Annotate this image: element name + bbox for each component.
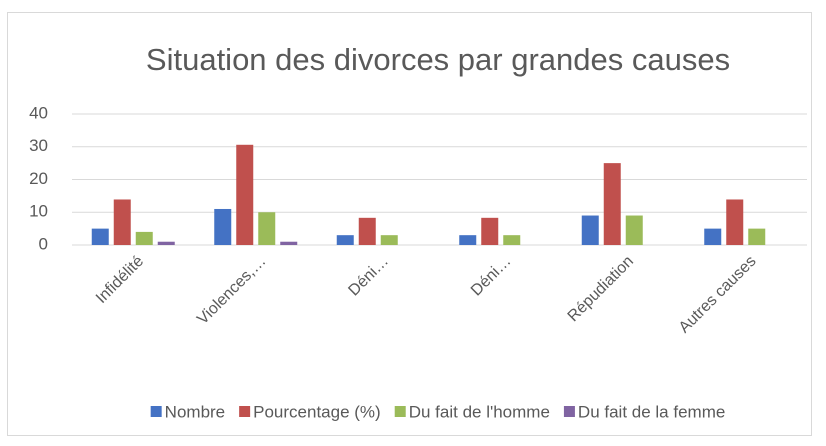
bar [581,215,599,245]
bar [91,228,109,245]
bar [280,241,298,245]
y-tick-label: 10 [29,202,48,221]
chart-title: Situation des divorces par grandes cause… [146,42,730,77]
bar [214,208,232,245]
bar [113,199,131,245]
bar [603,163,621,245]
bar [157,241,175,245]
bar [380,235,398,245]
y-tick-label: 40 [29,103,48,122]
bar [748,228,766,245]
y-tick-label: 30 [29,136,48,155]
legend-label: Du fait de l'homme [409,402,550,421]
bar [336,235,354,245]
bar [258,212,276,245]
bar [236,144,254,245]
legend-label: Du fait de la femme [578,402,725,421]
bar [358,217,376,245]
legend-swatch [150,406,162,417]
legend-swatch [239,406,251,417]
chart-border [7,12,812,436]
legend-label: Pourcentage (%) [253,402,381,421]
bar [625,215,643,245]
bar [503,235,521,245]
legend-swatch [563,406,575,417]
y-tick-label: 20 [29,169,48,188]
bar [481,217,499,245]
bar [726,199,744,245]
bar [135,231,153,245]
y-tick-label: 0 [39,234,48,253]
bar [459,235,477,245]
legend-label: Nombre [165,402,225,421]
bar [704,228,722,245]
legend-swatch [394,406,406,417]
